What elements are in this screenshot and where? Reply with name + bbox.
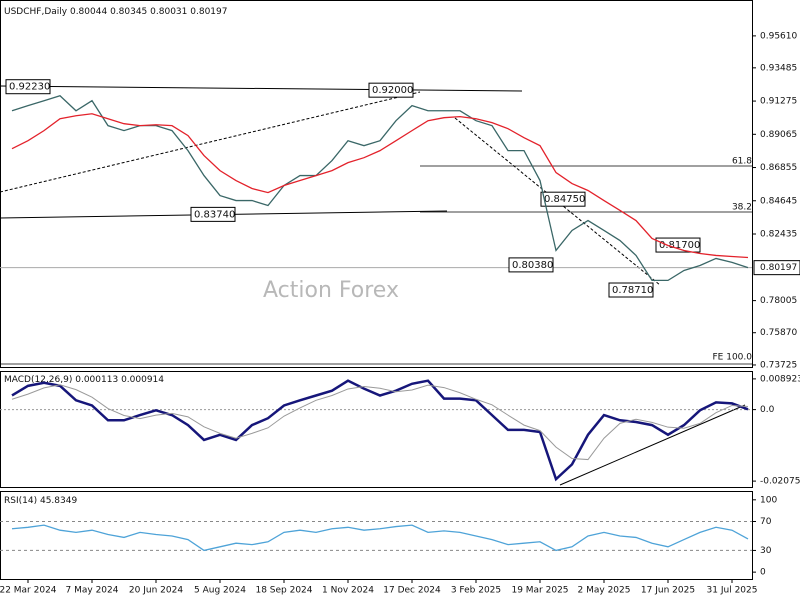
series-line	[11, 384, 749, 461]
x-tick-label: 7 May 2024	[66, 586, 119, 596]
x-tick-label: 22 Mar 2024	[0, 586, 57, 596]
y-tick-label: 0.75870	[760, 328, 797, 338]
y-tick-label: 0.86855	[760, 163, 797, 173]
x-tick-label: 2 May 2025	[578, 586, 631, 596]
level-label: 0.92230	[9, 82, 50, 93]
watermark: Action Forex	[263, 278, 399, 303]
level-box	[540, 191, 586, 207]
level-label: 0.84750	[544, 194, 585, 205]
y-tick-label: 0.91275	[760, 97, 797, 107]
symbol: USDCHF,Daily	[4, 7, 68, 17]
x-tick-label: 20 Jun 2024	[129, 586, 183, 596]
y-tick-label: -0.020759	[760, 477, 800, 487]
macd-trend	[559, 404, 746, 486]
dashed-trend	[0, 91, 421, 193]
level-box	[608, 282, 654, 298]
rsi-title: RSI(14)	[4, 496, 37, 506]
x-tick-label: 17 Jun 2025	[641, 586, 695, 596]
macd-frame	[0, 371, 753, 488]
fib-label: 38.2	[732, 203, 752, 213]
macd-last: 0.000113	[75, 375, 118, 385]
fe-label: FE 100.0	[713, 353, 753, 363]
y-tick-label: 30	[760, 546, 772, 556]
level-box	[508, 257, 554, 273]
level-box	[368, 82, 414, 98]
y-tick-label: 0.008923	[760, 374, 800, 384]
x-tick-label: 19 Mar 2025	[511, 586, 568, 596]
series-line	[11, 524, 749, 552]
rsi-last: 45.8349	[40, 496, 77, 506]
x-tick-label: 5 Aug 2024	[194, 586, 246, 596]
level-box	[5, 79, 51, 95]
x-tick-label: 3 Feb 2025	[451, 586, 501, 596]
header: USDCHF,Daily 0.80044 0.80345 0.80031 0.8…	[4, 7, 227, 17]
last-price-label: 0.80197	[760, 263, 797, 273]
y-tick-label: 0.73725	[760, 360, 797, 370]
series-line	[11, 379, 749, 482]
y-tick-label: 0.84645	[760, 196, 797, 206]
y-tick-label: 0.82435	[760, 229, 797, 239]
series-line	[11, 113, 749, 259]
level-label: 0.80380	[512, 260, 553, 271]
macd-title: MACD(12,26,9)	[4, 375, 72, 385]
level-box	[655, 237, 701, 253]
channel-top	[0, 85, 523, 92]
x-tick-label: 18 Sep 2024	[255, 586, 312, 596]
level-label: 0.83740	[194, 209, 235, 220]
level-box	[190, 206, 236, 222]
rsi-frame	[0, 491, 753, 580]
y-tick-label: 100	[760, 495, 777, 505]
fib-label: 61.8	[732, 157, 752, 167]
y-tick-label: 70	[760, 517, 772, 527]
level-label: 0.78710	[612, 285, 653, 296]
level-label: 0.92000	[372, 85, 413, 96]
y-tick-label: 0	[760, 568, 766, 578]
level-label: 0.81700	[659, 240, 700, 251]
signal-last: 0.000914	[121, 375, 164, 385]
y-tick-label: 0.95610	[760, 31, 797, 41]
y-tick-label: 0.93485	[760, 63, 797, 73]
main-frame	[0, 0, 753, 368]
x-tick-label: 31 Jul 2025	[707, 586, 758, 596]
macd-header: MACD(12,26,9) 0.000113 0.000914	[4, 375, 164, 385]
x-tick-label: 1 Nov 2024	[322, 586, 374, 596]
last-price-box	[753, 260, 800, 276]
rsi-header: RSI(14) 45.8349	[4, 496, 77, 506]
low: 0.80031	[150, 7, 187, 17]
series-line	[11, 94, 749, 282]
y-tick-label: 0.0	[760, 405, 775, 415]
open: 0.80044	[70, 7, 107, 17]
y-tick-label: 0.78005	[760, 296, 797, 306]
y-tick-label: 0.89065	[760, 130, 797, 140]
high: 0.80345	[110, 7, 147, 17]
close: 0.80197	[190, 7, 227, 17]
x-tick-label: 17 Dec 2024	[383, 586, 441, 596]
